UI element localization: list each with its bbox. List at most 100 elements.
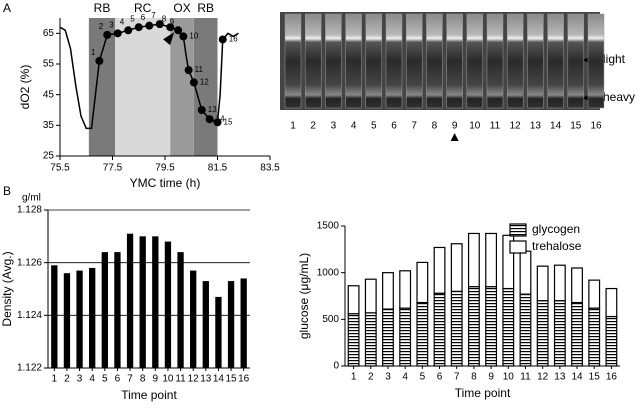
y-tick-label: 500 — [322, 314, 339, 325]
point-label: 13 — [208, 105, 217, 114]
y-tick-label: 55 — [43, 59, 55, 70]
data-point — [124, 26, 133, 35]
legend-swatch — [509, 240, 527, 254]
bar — [485, 232, 498, 288]
panel-label: A — [3, 1, 11, 15]
tube — [325, 13, 342, 109]
bar — [126, 233, 134, 368]
y-axis-label: glucose (μg/mL) — [297, 253, 311, 339]
bar — [227, 281, 235, 368]
unit-label: g/ml — [22, 193, 41, 204]
bar — [152, 236, 159, 368]
bar — [114, 252, 121, 368]
point-label: 6 — [141, 13, 146, 22]
data-point — [213, 118, 222, 127]
tube — [506, 13, 524, 109]
bar — [519, 250, 532, 295]
x-tick-label: 1 — [52, 374, 58, 385]
x-tick-label: 79.5 — [155, 163, 175, 174]
bar — [202, 281, 209, 368]
y-tick-label: 1.128 — [17, 205, 42, 216]
x-tick-label: 5 — [102, 374, 108, 385]
bar — [215, 296, 222, 368]
x-tick-label: 13 — [200, 374, 212, 385]
data-point — [179, 32, 188, 41]
x-tick-label: 6 — [437, 372, 443, 383]
bar — [502, 287, 515, 367]
region — [88, 18, 116, 156]
tube — [426, 13, 443, 109]
light-arrowhead — [582, 57, 589, 63]
bar — [101, 252, 108, 368]
x-tick-label: 3 — [385, 372, 391, 383]
bar — [588, 279, 601, 309]
data-point — [205, 115, 214, 124]
bar — [536, 300, 549, 367]
tube — [405, 13, 423, 109]
x-tick-label: 14 — [213, 374, 225, 385]
x-tick-label: 3 — [77, 374, 83, 385]
x-tick-label: 7 — [127, 374, 133, 385]
panel-label: B — [3, 184, 11, 198]
point-label: 12 — [200, 78, 209, 87]
bar — [571, 267, 583, 304]
x-tick-label: 5 — [420, 372, 426, 383]
data-point — [174, 26, 183, 35]
tube — [466, 13, 484, 109]
lane-label: 1 — [290, 121, 296, 132]
y-tick-label: 35 — [43, 120, 55, 131]
x-tick-label: 13 — [554, 372, 566, 383]
bar — [190, 270, 197, 368]
bar — [605, 315, 618, 367]
lane-label: 13 — [530, 121, 542, 132]
y-axis-label: dO2 (%) — [18, 65, 32, 110]
bar — [536, 265, 549, 302]
bar — [553, 264, 566, 302]
data-point — [155, 20, 164, 29]
x-tick-label: 9 — [153, 374, 159, 385]
lane-label: 2 — [310, 121, 316, 132]
bar — [364, 312, 377, 367]
tube — [446, 13, 463, 109]
bar — [519, 293, 532, 367]
y-tick-label: 0 — [333, 361, 339, 372]
bar — [164, 241, 172, 368]
point-label: 15 — [224, 117, 233, 126]
x-tick-label: 15 — [226, 374, 238, 385]
region-label: OX — [173, 1, 190, 15]
lane-label: 6 — [391, 121, 397, 132]
bar — [450, 243, 463, 292]
data-point — [103, 30, 112, 39]
x-tick-label: 12 — [537, 372, 549, 383]
y-axis-label: Density (Avg.) — [0, 251, 14, 326]
x-tick-label: 6 — [115, 374, 121, 385]
point-label: 9 — [170, 17, 175, 26]
x-axis-label: Time point — [121, 388, 177, 402]
heavy-label: heavy — [603, 90, 635, 104]
data-point — [197, 106, 206, 114]
bar — [553, 300, 566, 367]
point-label: 8 — [162, 14, 167, 23]
y-tick-label: 1.126 — [17, 257, 42, 268]
bar — [51, 265, 58, 368]
x-tick-label: 7 — [454, 372, 460, 383]
data-point — [184, 66, 193, 75]
point-label: 2 — [99, 22, 104, 31]
x-tick-label: 77.5 — [103, 163, 123, 174]
x-axis-label: YMC time (h) — [130, 176, 201, 190]
bar — [433, 246, 446, 294]
data-point — [95, 56, 104, 65]
lane-label: 7 — [411, 121, 417, 132]
point-label: 16 — [229, 35, 238, 44]
bar — [605, 287, 618, 318]
point-label: 14 — [216, 114, 225, 123]
tube — [567, 13, 585, 109]
bar — [467, 286, 480, 367]
bar — [588, 307, 601, 367]
bar — [76, 270, 83, 368]
light-label: light — [603, 52, 626, 66]
x-tick-label: 10 — [503, 372, 515, 383]
bar — [139, 236, 146, 368]
point-label: 5 — [130, 14, 135, 23]
